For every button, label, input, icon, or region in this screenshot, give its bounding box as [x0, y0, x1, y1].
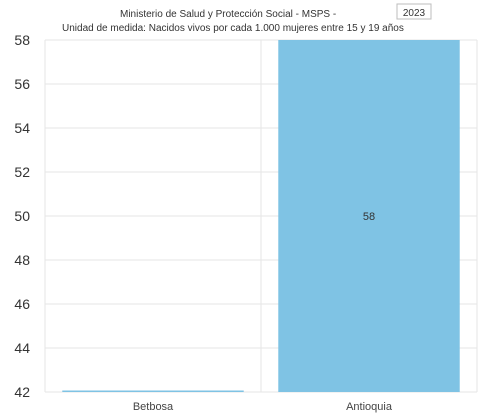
category-labels: Betbosa Antioquia	[133, 401, 393, 413]
y-tick-label: 54	[14, 120, 30, 136]
category-label: Antioquia	[346, 401, 393, 413]
y-tick-label: 52	[14, 164, 30, 180]
category-label: Betbosa	[133, 401, 174, 413]
y-axis-ticks: 42 44 46 48 50 52 54 56 58	[14, 32, 30, 400]
unit-text: Unidad de medida: Nacidos vivos por cada…	[62, 23, 404, 34]
y-tick-label: 56	[14, 76, 30, 92]
data-label: 58	[363, 211, 375, 223]
bar	[278, 40, 460, 392]
y-tick-label: 42	[14, 384, 30, 400]
source-text: Ministerio de Salud y Protección Social …	[120, 9, 336, 20]
gridlines	[44, 39, 478, 393]
y-tick-label: 58	[14, 32, 30, 48]
year-text: 2023	[403, 8, 426, 19]
y-tick-label: 44	[14, 340, 30, 356]
year-box	[396, 3, 432, 20]
y-tick-label: 46	[14, 296, 30, 312]
y-tick-label: 50	[14, 208, 30, 224]
bar	[62, 390, 244, 392]
data-labels: 58	[363, 211, 375, 223]
y-tick-label: 48	[14, 252, 30, 268]
bars	[62, 40, 460, 392]
